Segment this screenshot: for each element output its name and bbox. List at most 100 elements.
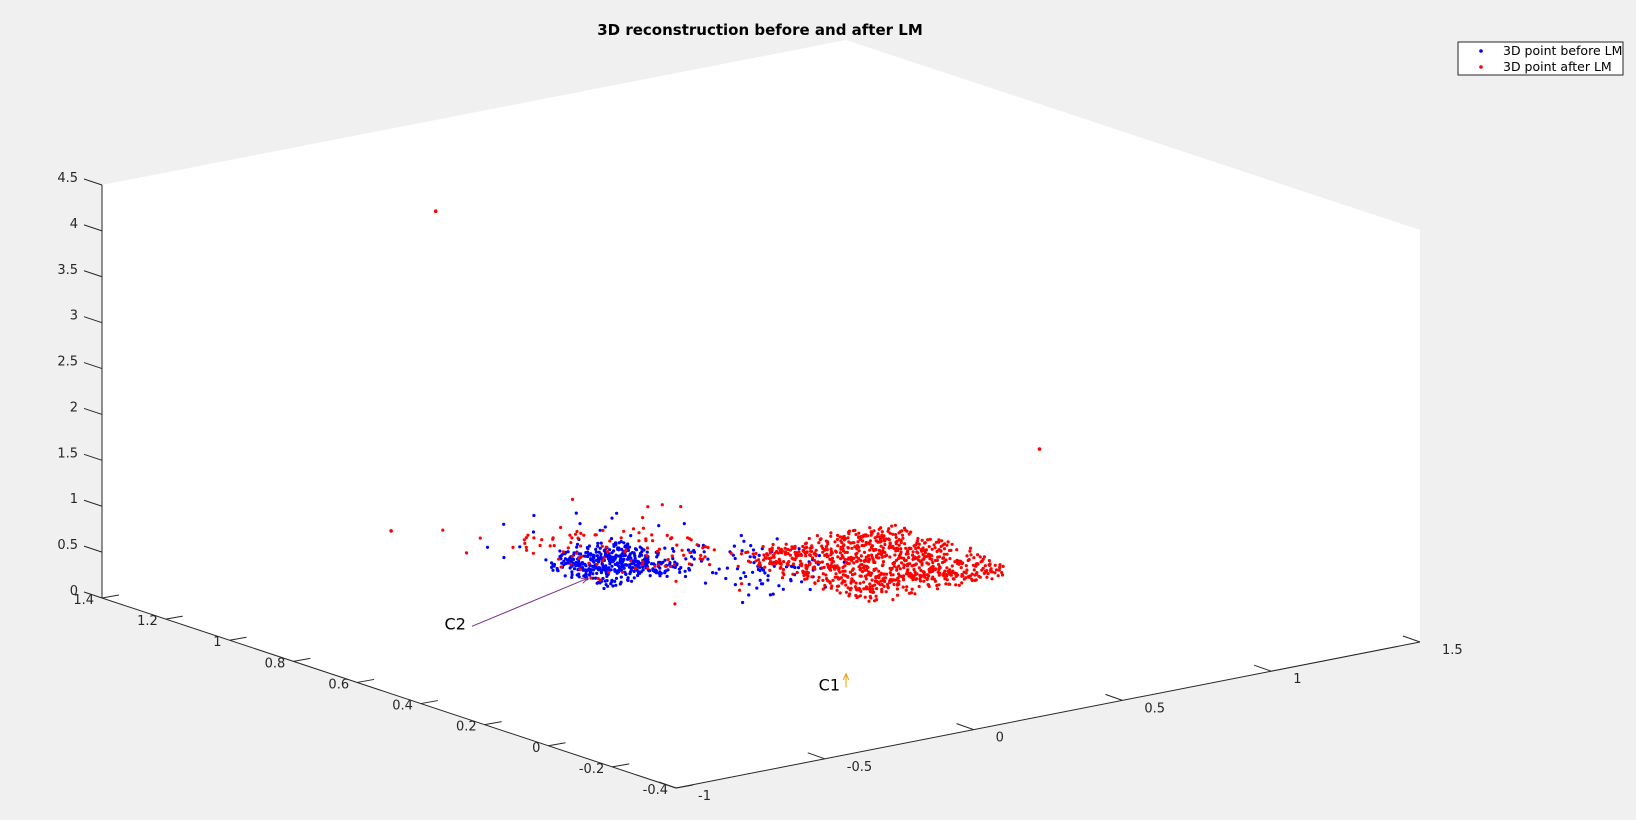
data-point (511, 545, 515, 550)
data-point (581, 566, 585, 570)
data-point (682, 522, 686, 526)
data-point (574, 511, 578, 515)
data-point (570, 497, 575, 501)
points-layer (389, 209, 1042, 606)
data-point (826, 579, 830, 583)
data-point (836, 544, 840, 548)
data-point (626, 557, 630, 562)
data-point (903, 542, 907, 546)
data-point (852, 579, 856, 583)
data-point (857, 549, 861, 553)
data-point (847, 561, 851, 566)
data-point (928, 570, 932, 574)
data-point (835, 564, 839, 568)
data-point (646, 560, 651, 564)
data-point (766, 578, 770, 582)
data-point (754, 559, 758, 563)
z-tick-mark (83, 591, 103, 599)
data-point (927, 545, 931, 549)
data-point (642, 548, 646, 552)
data-point (814, 548, 818, 552)
data-point (751, 552, 755, 556)
data-point (797, 550, 801, 554)
legend-box (1457, 41, 1624, 76)
z-ticks: 0 0.5 1 1.5 2 2.5 3 3.5 4 4.5 (57, 171, 103, 599)
data-point (897, 543, 901, 547)
data-point (802, 549, 806, 554)
x-tick-label: -0.5 (847, 760, 872, 775)
data-point (919, 548, 923, 552)
data-point (679, 505, 683, 509)
data-point (629, 559, 633, 563)
data-point (915, 572, 919, 576)
data-point (945, 543, 949, 547)
data-point (947, 570, 951, 574)
z-tick-label: 1.5 (57, 446, 78, 461)
data-point (923, 541, 927, 545)
data-point (848, 592, 852, 596)
data-point (633, 556, 637, 560)
data-point (867, 570, 871, 574)
data-point (680, 548, 684, 552)
data-point (613, 569, 618, 573)
data-point (636, 573, 640, 578)
data-point (854, 532, 858, 537)
data-point (623, 563, 627, 567)
data-point (885, 553, 889, 558)
data-point (836, 533, 840, 538)
data-point (810, 556, 815, 560)
data-point (879, 579, 883, 583)
data-point (941, 573, 945, 577)
data-point (740, 582, 744, 586)
data-point (766, 553, 770, 557)
data-point (857, 536, 861, 540)
y-tick-label: 0.8 (265, 656, 286, 671)
data-point (829, 553, 833, 557)
data-point (595, 554, 600, 558)
data-point (882, 579, 886, 583)
data-point (626, 576, 630, 580)
z-tick-label: 2.5 (57, 355, 78, 370)
data-point (821, 572, 825, 576)
data-point (854, 593, 858, 598)
data-point (657, 563, 661, 567)
data-point (859, 589, 863, 594)
data-point (833, 540, 837, 544)
data-point (964, 571, 968, 575)
z-tick-label: 1 (70, 492, 78, 507)
data-point (875, 574, 880, 579)
data-point (624, 572, 628, 577)
data-point (973, 578, 977, 583)
data-point (668, 564, 673, 569)
data-point (950, 542, 954, 546)
data-point (559, 565, 563, 569)
data-point (919, 575, 923, 579)
data-point (847, 532, 851, 536)
data-point (925, 577, 929, 582)
data-point (817, 575, 821, 580)
data-point (714, 571, 718, 575)
data-point (616, 547, 620, 551)
data-point (602, 586, 606, 591)
data-point (909, 530, 913, 534)
data-point (532, 536, 536, 540)
data-point (733, 583, 738, 587)
data-point (550, 561, 554, 565)
data-point (610, 564, 614, 568)
x-axis-line (675, 641, 1421, 789)
data-point (816, 579, 820, 583)
data-point (614, 562, 618, 567)
data-point (922, 556, 926, 560)
data-point (871, 587, 875, 591)
data-point (793, 546, 797, 550)
data-point (620, 547, 624, 552)
data-point (532, 513, 536, 518)
data-point (615, 511, 619, 515)
x-tick-label: 0.5 (1144, 701, 1165, 716)
data-point (611, 559, 616, 563)
data-point (663, 546, 667, 550)
annotation-label: C2 (445, 614, 466, 633)
data-point (775, 549, 779, 554)
data-point (899, 540, 903, 545)
data-point (846, 557, 850, 561)
